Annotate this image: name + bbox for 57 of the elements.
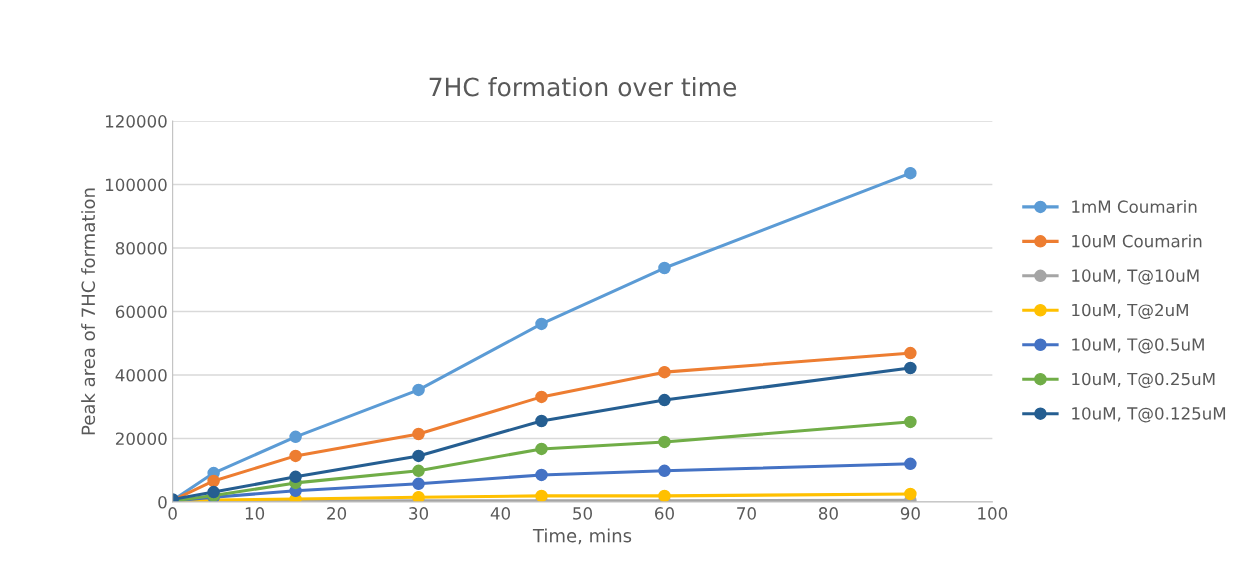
legend-label: 10uM Coumarin bbox=[1072, 234, 1202, 248]
legend-label: 1mM Coumarin bbox=[1072, 200, 1197, 213]
x-tick-label: 70 bbox=[737, 507, 756, 520]
x-tick-label: 30 bbox=[409, 507, 429, 520]
legend-label: 10uM, T@10uM bbox=[1072, 269, 1199, 285]
point bbox=[535, 468, 548, 482]
y-tick-label: 20000 bbox=[115, 432, 167, 446]
x-tick-label: 40 bbox=[490, 507, 511, 520]
point bbox=[904, 457, 917, 471]
point bbox=[289, 449, 302, 463]
x-tick-label: 0 bbox=[168, 507, 177, 520]
x-tick-label: 50 bbox=[573, 507, 592, 520]
point bbox=[658, 365, 671, 379]
x-tick-label: 60 bbox=[655, 507, 674, 520]
x-tick-label: 100 bbox=[978, 507, 1008, 520]
x-tick-label: 80 bbox=[818, 507, 838, 520]
point bbox=[904, 415, 917, 429]
point bbox=[207, 485, 220, 499]
point bbox=[412, 427, 425, 441]
point bbox=[207, 474, 220, 488]
point bbox=[289, 430, 302, 444]
point bbox=[412, 449, 425, 463]
x-axis-title: Time, mins bbox=[532, 528, 632, 545]
point bbox=[412, 490, 425, 502]
point bbox=[658, 261, 671, 275]
point bbox=[658, 489, 671, 502]
point bbox=[658, 393, 671, 407]
legend-label: 10uM, T@0.5uM bbox=[1072, 338, 1204, 354]
y-tick-label: 60000 bbox=[115, 305, 167, 319]
x-tick-label: 90 bbox=[900, 507, 920, 520]
legend-label: 10uM, T@0.25uM bbox=[1072, 372, 1215, 388]
point bbox=[904, 346, 917, 360]
point bbox=[658, 464, 671, 478]
point bbox=[412, 383, 425, 397]
legend-label: 10uM, T@0.125uM bbox=[1072, 407, 1226, 423]
y-tick-label: 120000 bbox=[105, 115, 167, 128]
x-tick-label: 10 bbox=[245, 507, 265, 520]
y-tick-label: 80000 bbox=[115, 242, 167, 255]
point bbox=[904, 361, 917, 375]
point bbox=[535, 317, 548, 331]
point bbox=[412, 477, 425, 491]
point bbox=[535, 489, 548, 502]
legend-label: 10uM, T@2uM bbox=[1072, 303, 1188, 320]
point bbox=[658, 435, 671, 449]
point bbox=[412, 464, 425, 478]
y-tick-label: 40000 bbox=[115, 368, 167, 382]
point bbox=[535, 442, 548, 456]
y-tick-label: 100000 bbox=[105, 178, 167, 192]
x-tick-label: 20 bbox=[327, 507, 347, 520]
y-tick-label: 0 bbox=[158, 495, 167, 509]
point bbox=[904, 166, 917, 180]
y-axis-title: Peak area of 7HC formation bbox=[81, 188, 96, 435]
point bbox=[904, 487, 917, 501]
point bbox=[535, 414, 548, 428]
point bbox=[289, 470, 302, 484]
point bbox=[535, 390, 548, 404]
chart-title: 7HC formation over time bbox=[429, 77, 737, 97]
